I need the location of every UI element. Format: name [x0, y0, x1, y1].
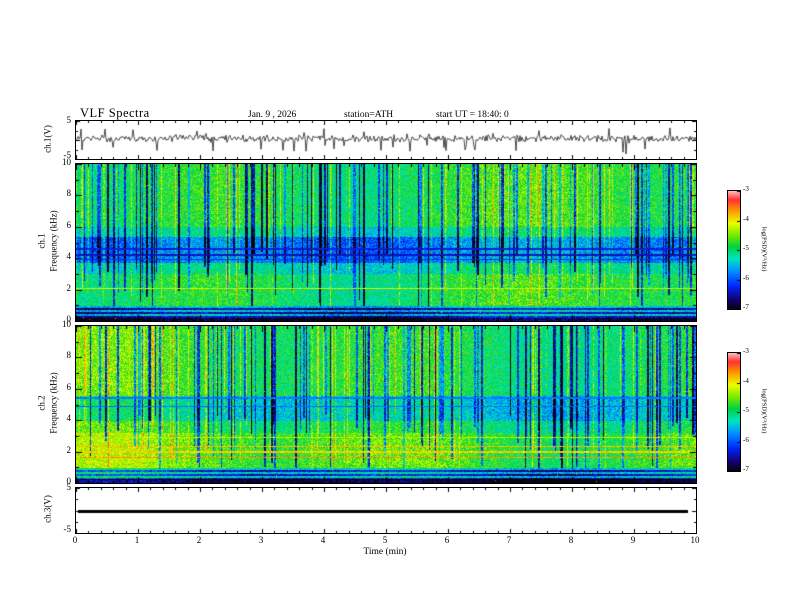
y-tick-label: 10 — [62, 157, 71, 167]
ch2-channel-label: ch.2 — [36, 395, 47, 411]
ch3-waveform-panel — [75, 487, 697, 534]
y-tick-label: 5 — [66, 482, 72, 492]
x-tick-label: 2 — [196, 535, 202, 545]
figure-start-ut: start UT = 18:40: 0 — [436, 110, 509, 120]
colorbar-tick-label: -3 — [743, 347, 749, 355]
x-tick-label: 4 — [320, 535, 326, 545]
y-tick-label: 2 — [66, 444, 72, 455]
ch1-frequency-axis-label: Frequency (kHz) — [48, 210, 59, 272]
y-tick-label: 0 — [66, 476, 72, 486]
y-tick-label: -5 — [63, 150, 72, 160]
time-axis-label: Time (min) — [363, 547, 407, 557]
ch1-colorbar — [727, 190, 741, 310]
y-tick-label: 8 — [66, 350, 72, 361]
colorbar-tick-label: -7 — [743, 303, 749, 311]
ch2-colorbar-unit-label: log(PSD)(V²/Hz) — [760, 388, 768, 434]
y-tick-label: 0 — [66, 314, 72, 324]
ch2-frequency-axis-label: Frequency (kHz) — [48, 372, 59, 434]
ch1-spectrogram-panel — [75, 163, 697, 322]
x-tick-label: 5 — [382, 535, 388, 545]
colorbar-tick-label: -6 — [743, 273, 749, 282]
x-tick-label: 9 — [630, 535, 636, 545]
y-tick-label: 6 — [66, 381, 72, 392]
colorbar-tick-label: -4 — [743, 376, 749, 385]
ch1-colorbar-unit-label: log(PSD)(V²/Hz) — [760, 226, 768, 272]
y-tick-label: -5 — [63, 524, 72, 534]
figure-date: Jan. 9 , 2026 — [248, 110, 297, 120]
x-tick-label: 3 — [258, 535, 264, 545]
y-tick-label: 10 — [62, 319, 71, 329]
x-tick-label: 1 — [134, 535, 140, 545]
x-tick-label: 8 — [568, 535, 574, 545]
x-tick-label: 10 — [690, 535, 700, 545]
ch1-waveform-panel — [75, 120, 697, 160]
y-tick-label: 6 — [66, 219, 72, 230]
colorbar-tick-label: -7 — [743, 465, 749, 473]
x-tick-label: 6 — [444, 535, 450, 545]
ch1-channel-label: ch.1 — [36, 233, 47, 249]
x-tick-label: 7 — [506, 535, 512, 545]
figure-title: VLF Spectra — [80, 106, 150, 120]
ch1-voltage-axis-label: ch.1(V) — [42, 125, 53, 153]
y-tick-label: 2 — [66, 282, 72, 293]
colorbar-tick-label: -6 — [743, 435, 749, 444]
y-tick-label: 8 — [66, 188, 72, 199]
ch3-voltage-axis-label: ch.3(V) — [42, 495, 53, 523]
colorbar-tick-label: -3 — [743, 185, 749, 193]
colorbar-tick-label: -5 — [743, 406, 749, 414]
x-tick-label: 0 — [72, 535, 78, 545]
y-tick-label: 4 — [66, 413, 72, 424]
ch2-colorbar — [727, 352, 741, 472]
y-tick-label: 5 — [66, 115, 72, 125]
colorbar-tick-label: -4 — [743, 214, 749, 223]
ch2-spectrogram-panel — [75, 325, 697, 484]
colorbar-tick-label: -5 — [743, 244, 749, 252]
y-tick-label: 4 — [66, 251, 72, 262]
figure-station: station=ATH — [344, 110, 394, 120]
